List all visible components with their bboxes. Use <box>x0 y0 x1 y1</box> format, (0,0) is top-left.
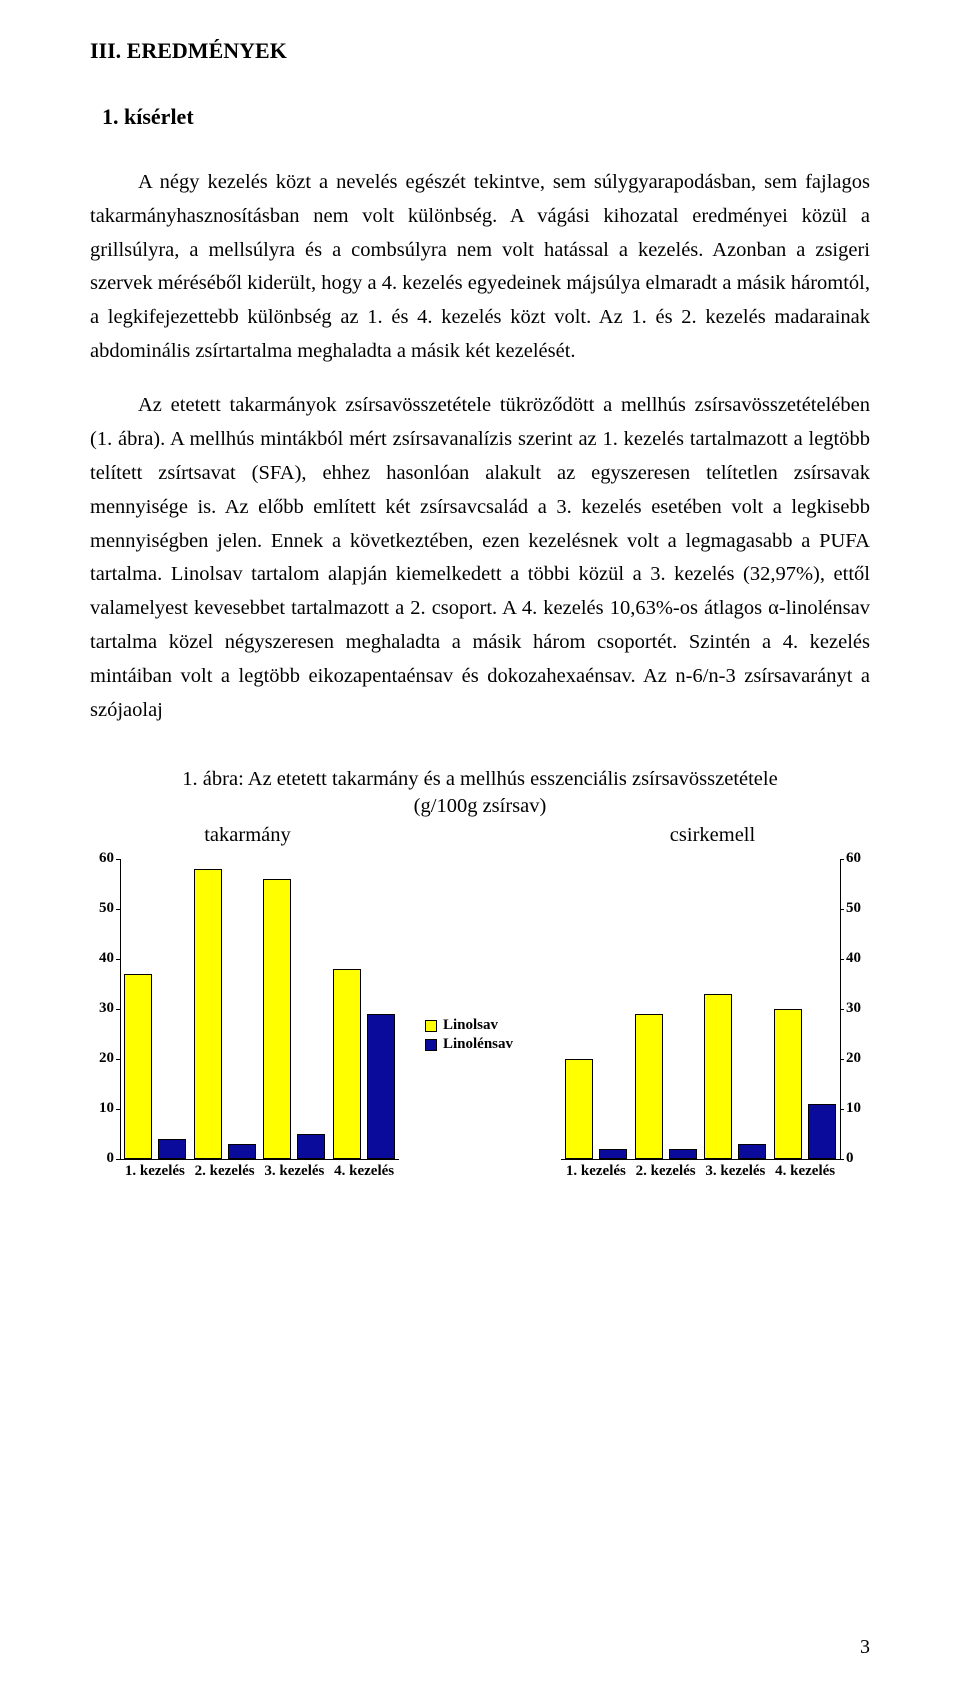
y-axis-label: 60 <box>846 850 870 867</box>
legend-row-linolsav: Linolsav <box>425 1017 535 1034</box>
bar <box>774 1009 802 1159</box>
chart-left-wrap: takarmány 01020304050601. kezelés2. keze… <box>90 818 405 1175</box>
legend-label-linolsav: Linolsav <box>443 1017 498 1034</box>
x-axis-label: 3. kezelés <box>701 1163 771 1180</box>
bar <box>263 879 291 1159</box>
paragraph-2: Az etetett takarmányok zsírsavösszetétel… <box>90 389 870 727</box>
bar <box>367 1014 395 1159</box>
bar <box>704 994 732 1159</box>
bar <box>808 1104 836 1159</box>
section-heading: III. EREDMÉNYEK <box>90 38 870 64</box>
subsection-heading: 1. kísérlet <box>102 104 870 130</box>
bar <box>124 974 152 1159</box>
y-axis-label: 30 <box>90 1000 114 1017</box>
bar <box>669 1149 697 1159</box>
figure-caption-line2: (g/100g zsírsav) <box>90 795 870 818</box>
y-axis-label: 50 <box>846 900 870 917</box>
y-axis-label: 0 <box>846 1150 870 1167</box>
x-axis-label: 3. kezelés <box>260 1163 330 1180</box>
bar <box>194 869 222 1159</box>
x-axis-label: 1. kezelés <box>561 1163 631 1180</box>
y-axis-label: 40 <box>846 950 870 967</box>
x-axis-label: 4. kezelés <box>770 1163 840 1180</box>
chart-left: 01020304050601. kezelés2. kezelés3. keze… <box>90 855 405 1175</box>
charts-row: takarmány 01020304050601. kezelés2. keze… <box>90 818 870 1175</box>
legend-swatch-linolensav <box>425 1039 437 1051</box>
legend-row-linolensav: Linolénsav <box>425 1036 535 1053</box>
y-axis-label: 30 <box>846 1000 870 1017</box>
chart-legend: Linolsav Linolénsav <box>425 1017 535 1055</box>
y-axis-label: 60 <box>90 850 114 867</box>
page-number: 3 <box>860 1636 870 1659</box>
y-axis-label: 0 <box>90 1150 114 1167</box>
bar <box>599 1149 627 1159</box>
bar <box>158 1139 186 1159</box>
bar <box>635 1014 663 1159</box>
page: III. EREDMÉNYEK 1. kísérlet A négy kezel… <box>0 0 960 1683</box>
x-axis-label: 4. kezelés <box>329 1163 399 1180</box>
chart-right-wrap: csirkemell 01020304050601. kezelés2. kez… <box>555 818 870 1175</box>
y-axis-label: 50 <box>90 900 114 917</box>
bar <box>228 1144 256 1159</box>
legend-swatch-linolsav <box>425 1020 437 1032</box>
x-axis-label: 2. kezelés <box>190 1163 260 1180</box>
x-axis-label: 1. kezelés <box>120 1163 190 1180</box>
bar <box>738 1144 766 1159</box>
y-axis-label: 20 <box>846 1050 870 1067</box>
y-axis-label: 20 <box>90 1050 114 1067</box>
chart-right: 01020304050601. kezelés2. kezelés3. keze… <box>555 855 870 1175</box>
chart-left-title: takarmány <box>90 824 405 847</box>
legend-label-linolensav: Linolénsav <box>443 1036 513 1053</box>
y-axis-label: 10 <box>90 1100 114 1117</box>
paragraph-1: A négy kezelés közt a nevelés egészét te… <box>90 166 870 369</box>
bar <box>565 1059 593 1159</box>
bar <box>297 1134 325 1159</box>
x-axis-label: 2. kezelés <box>631 1163 701 1180</box>
chart-right-title: csirkemell <box>555 824 870 847</box>
y-axis-label: 10 <box>846 1100 870 1117</box>
figure-caption-line1: 1. ábra: Az etetett takarmány és a mellh… <box>90 768 870 791</box>
y-axis-label: 40 <box>90 950 114 967</box>
bar <box>333 969 361 1159</box>
